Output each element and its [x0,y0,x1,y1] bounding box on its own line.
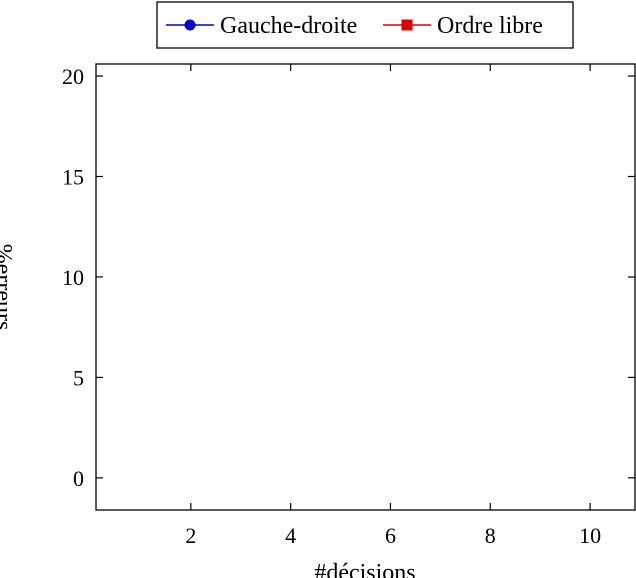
x-tick-label: 2 [185,523,196,548]
y-tick-label: 15 [62,165,84,190]
y-tick-label: 5 [73,365,84,390]
y-tick-label: 10 [62,265,84,290]
y-axis-label: %erreurs [0,244,16,331]
x-tick-label: 6 [385,523,396,548]
legend-marker-circle-icon [184,19,196,31]
legend-box [156,1,574,49]
x-tick-label: 4 [285,523,296,548]
legend-entry-gauche-droite: Gauche-droite [166,13,357,39]
y-tick-label: 20 [62,64,84,89]
x-tick-label: 8 [485,523,496,548]
y-tick-label: 0 [73,466,84,491]
legend-label-ordre-libre: Ordre libre [437,13,543,39]
legend-label-gauche-droite: Gauche-droite [220,13,357,39]
legend: Gauche-droite Ordre libre [156,1,574,49]
legend-marker-square-icon [401,19,413,31]
x-axis: 2 4 6 8 10 [185,64,601,548]
legend-entry-ordre-libre: Ordre libre [383,13,543,39]
plot-area [95,63,636,511]
y-axis: 0 5 10 15 20 [62,64,635,491]
x-axis-label: #décisions [314,560,415,578]
x-tick-label: 10 [579,523,601,548]
